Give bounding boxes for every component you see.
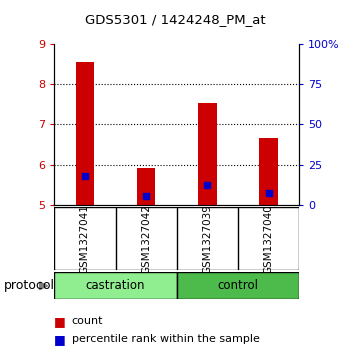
Text: ■: ■ <box>54 315 66 328</box>
Text: GSM1327039: GSM1327039 <box>202 204 212 274</box>
Text: GDS5301 / 1424248_PM_at: GDS5301 / 1424248_PM_at <box>85 13 265 26</box>
Bar <box>54 272 177 299</box>
Bar <box>76 62 94 205</box>
Bar <box>137 168 155 205</box>
Text: control: control <box>217 280 259 292</box>
Text: ■: ■ <box>54 333 66 346</box>
Text: protocol: protocol <box>4 280 55 292</box>
Text: castration: castration <box>86 280 145 292</box>
Bar <box>177 272 299 299</box>
Text: GSM1327041: GSM1327041 <box>80 204 90 274</box>
Text: count: count <box>72 316 103 326</box>
Text: percentile rank within the sample: percentile rank within the sample <box>72 334 260 344</box>
Text: GSM1327040: GSM1327040 <box>264 204 274 274</box>
Bar <box>259 138 278 205</box>
Text: GSM1327042: GSM1327042 <box>141 204 151 274</box>
Bar <box>198 103 217 205</box>
